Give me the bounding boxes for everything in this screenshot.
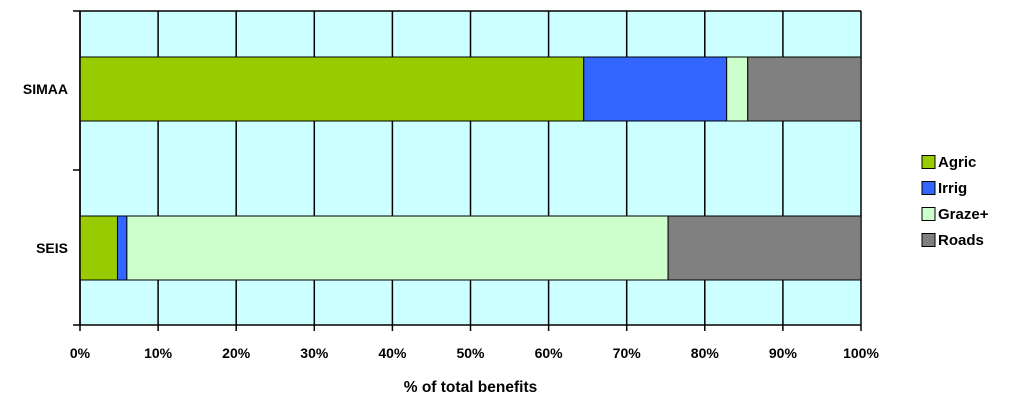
bar-segment: [116, 215, 128, 281]
legend-swatch: [921, 155, 936, 169]
category-label: SEIS: [36, 240, 68, 256]
legend: Agric Irrig Graze+ Roads: [921, 154, 989, 249]
x-axis-title: % of total benefits: [404, 379, 537, 396]
x-tick-label: 90%: [769, 345, 798, 361]
x-tick-label: 70%: [613, 345, 642, 361]
x-tick-label: 40%: [378, 345, 407, 361]
bar-segment: [126, 215, 669, 281]
bar-segment: [726, 56, 749, 122]
x-tick-label: 50%: [456, 345, 485, 361]
x-tick-label: 100%: [843, 345, 879, 361]
legend-swatch: [921, 181, 936, 195]
x-tick-label: 20%: [222, 345, 251, 361]
legend-label: Roads: [938, 232, 984, 249]
bar-segment: [667, 215, 862, 281]
x-tick-label: 10%: [144, 345, 173, 361]
category-label: SIMAA: [23, 81, 68, 97]
x-tick-label: 0%: [70, 345, 91, 361]
axes: 0% 10% 20% 30% 40% 50% 60% 70% 80% 90% 100% SIMAA SE…: [23, 10, 879, 396]
bar-segment: [79, 56, 585, 122]
x-tick-label: 80%: [691, 345, 720, 361]
bar-segment: [583, 56, 728, 122]
legend-label: Agric: [938, 154, 976, 171]
bars: [79, 56, 862, 281]
legend-swatch: [921, 233, 936, 247]
legend-label: Irrig: [938, 180, 967, 197]
x-tick-label: 30%: [300, 345, 329, 361]
bar-segment: [79, 215, 118, 281]
bar-segment: [747, 56, 862, 122]
legend-label: Graze+: [938, 206, 989, 223]
x-tick-label: 60%: [535, 345, 564, 361]
legend-swatch: [921, 207, 936, 221]
